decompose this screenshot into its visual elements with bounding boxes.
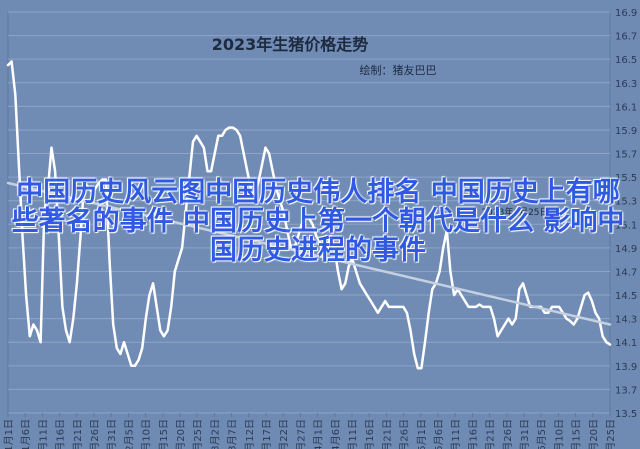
- y-tick-label: 14.5: [615, 291, 637, 302]
- trend-line: [6, 181, 612, 326]
- x-tick-label: 1月6日: [20, 419, 32, 449]
- x-tick-label: 4月11日: [347, 419, 359, 449]
- x-tick-label: 4月6日: [330, 419, 342, 449]
- x-tick-label: 4月21日: [381, 419, 393, 449]
- x-tick-label: 6月15日: [571, 419, 583, 449]
- x-tick-label: 1月21日: [72, 419, 84, 449]
- x-tick-label: 3月27日: [295, 419, 307, 449]
- x-tick-label: 5月6日: [433, 419, 445, 449]
- x-tick-label: 5月1日: [416, 419, 428, 449]
- x-tick-label: 3月2日: [209, 419, 221, 449]
- x-tick-label: 2月25日: [192, 419, 204, 449]
- x-tick-label: 1月31日: [106, 419, 118, 449]
- overlay-watermark-text: 中国历史风云图中国历史伟人排名 中国历史上有哪些著名的事件 中国历史上第一个朝代…: [11, 177, 625, 266]
- y-tick-label: 14.1: [615, 338, 637, 349]
- x-tick-label: 1月26日: [89, 419, 101, 449]
- chart-annotation: 2023年6月25日: [481, 206, 548, 218]
- x-tick-label: 3月12日: [244, 419, 256, 449]
- x-tick-label: 6月20日: [588, 419, 600, 449]
- x-tick-label: 1月11日: [37, 419, 49, 449]
- chart-title: 2023年生猪价格走势: [212, 35, 369, 54]
- price-line: [6, 60, 612, 370]
- y-tick-label: 16.7: [615, 32, 637, 43]
- x-tick-label: 2月20日: [175, 419, 187, 449]
- x-tick-label: 5月31日: [519, 419, 531, 449]
- y-tick-label: 15.5: [615, 173, 637, 184]
- x-tick-label: 1月16日: [55, 419, 67, 449]
- y-tick-label: 14.9: [615, 244, 637, 255]
- x-tick-label: 1月1日: [3, 419, 15, 449]
- x-tick-label: 3月7日: [227, 419, 239, 449]
- y-tick-label: 15.7: [615, 150, 637, 161]
- y-tick-label: 16.9: [615, 8, 637, 19]
- y-tick-label: 13.9: [615, 362, 637, 373]
- x-tick-label: 5月26日: [502, 419, 514, 449]
- x-tick-label: 4月16日: [364, 419, 376, 449]
- x-tick-label: 6月25日: [605, 419, 617, 449]
- x-tick-label: 4月1日: [313, 419, 325, 449]
- y-tick-label: 16.5: [615, 55, 637, 66]
- y-tick-label: 14.7: [615, 267, 637, 278]
- x-tick-label: 3月17日: [261, 419, 273, 449]
- x-tick-label: 6月10日: [553, 419, 565, 449]
- x-tick-label: 4月26日: [399, 419, 411, 449]
- y-tick-label: 15.9: [615, 126, 637, 137]
- y-tick-label: 15.3: [615, 197, 637, 208]
- x-tick-label: 6月5日: [536, 419, 548, 449]
- x-tick-label: 5月16日: [467, 419, 479, 449]
- chart-subtitle: 绘制：猪友巴巴: [360, 63, 437, 77]
- y-tick-label: 16.3: [615, 79, 637, 90]
- y-tick-label: 16.1: [615, 102, 637, 113]
- y-tick-label: 15.1: [615, 220, 637, 231]
- y-tick-label: 13.7: [615, 385, 637, 396]
- x-tick-label: 2月10日: [141, 419, 153, 449]
- x-tick-label: 2月5日: [123, 419, 135, 449]
- x-tick-label: 5月21日: [485, 419, 497, 449]
- y-tick-label: 14.3: [615, 315, 637, 326]
- y-tick-label: 13.5: [615, 409, 637, 420]
- x-tick-label: 3月22日: [278, 419, 290, 449]
- x-tick-label: 5月11日: [450, 419, 462, 449]
- x-tick-label: 2月15日: [158, 419, 170, 449]
